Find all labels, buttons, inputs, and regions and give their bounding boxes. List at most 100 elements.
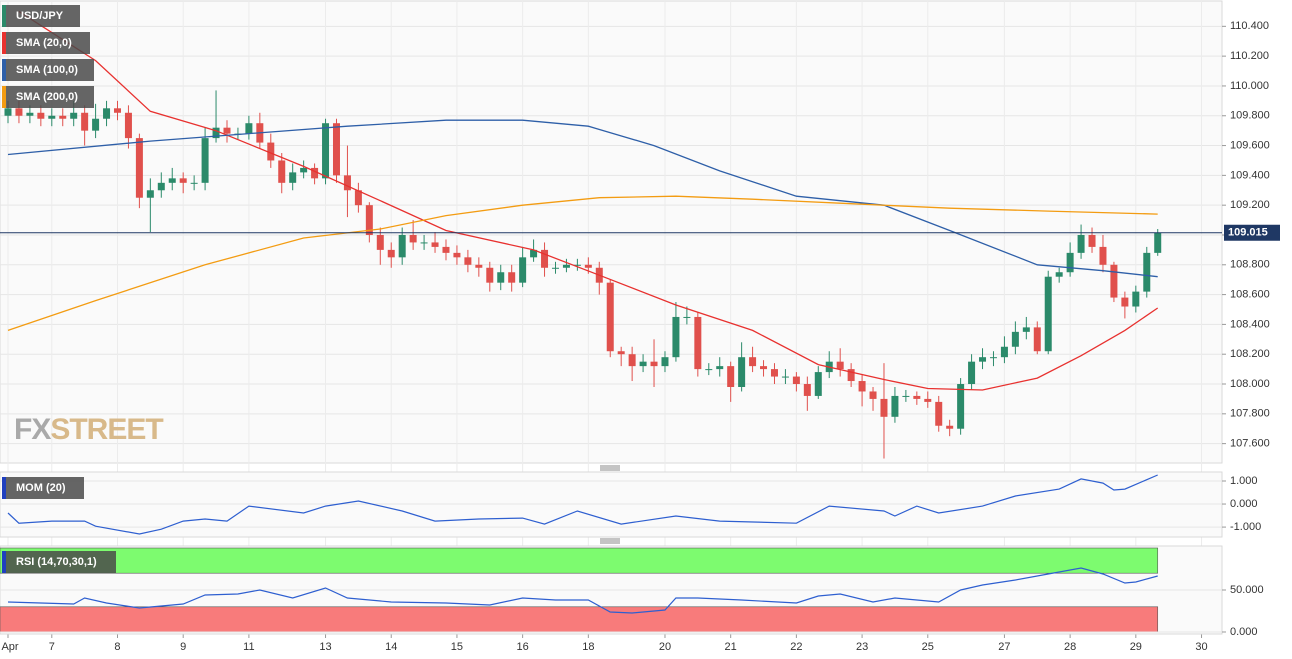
plot-area — [0, 0, 1223, 464]
y-tick-label: 108.000 — [1230, 378, 1270, 390]
candle-body — [37, 112, 45, 119]
candle-body — [968, 361, 976, 385]
candle-body — [92, 118, 100, 131]
candle-body — [223, 127, 231, 134]
candle-body — [541, 249, 549, 268]
candle-body — [113, 108, 121, 113]
candle-body — [847, 369, 855, 382]
candle-body — [201, 138, 209, 183]
candle-body — [81, 112, 89, 131]
candle-body — [1011, 331, 1019, 347]
candle-body — [420, 242, 428, 244]
candle-body — [453, 252, 461, 258]
candle-body — [157, 182, 165, 191]
candle-body — [48, 115, 56, 119]
candle-body — [770, 369, 778, 377]
candle-body — [1044, 276, 1052, 352]
candle-body — [924, 398, 932, 402]
candle-body — [617, 351, 625, 355]
candle-body — [1055, 272, 1063, 277]
zone-band — [0, 547, 1159, 574]
candle-body — [267, 142, 275, 161]
legend-swatch — [2, 86, 6, 108]
candle-body — [836, 361, 844, 370]
indicator-line — [7, 567, 1158, 614]
y-tick-label: 0.000 — [1230, 626, 1258, 638]
candle-body — [1143, 252, 1151, 292]
candle-body — [332, 123, 340, 176]
x-tick-label: 27 — [998, 641, 1010, 653]
legend-box — [2, 477, 84, 499]
legend-swatch — [2, 551, 6, 573]
candle-body — [475, 264, 483, 268]
legend-swatch — [2, 59, 6, 81]
y-tick-label: 108.400 — [1230, 318, 1270, 330]
x-tick-label: 29 — [1130, 641, 1142, 653]
x-tick-label: 13 — [319, 641, 331, 653]
y-tick-label: 50.000 — [1230, 584, 1264, 596]
sma-line — [7, 119, 1158, 278]
x-tick-label: 23 — [856, 641, 868, 653]
candle-body — [1154, 232, 1162, 253]
candle-body — [398, 234, 406, 258]
x-tick-label: 14 — [385, 641, 397, 653]
candle-body — [672, 316, 680, 358]
candle-body — [803, 384, 811, 396]
candle-body — [300, 167, 308, 173]
candle-body — [1132, 291, 1140, 307]
x-tick-label: 22 — [790, 641, 802, 653]
y-tick-label: 107.800 — [1230, 408, 1270, 420]
candle-body — [749, 357, 757, 367]
candle-body — [343, 175, 351, 191]
x-tick-label: 15 — [451, 641, 463, 653]
candle-body — [781, 376, 789, 378]
candle-body — [26, 112, 34, 116]
candle-body — [103, 108, 111, 119]
sma-line — [18, 10, 1159, 391]
candle-body — [486, 267, 494, 283]
indicator-line — [7, 474, 1158, 535]
y-tick-label: 109.400 — [1230, 169, 1270, 181]
candle-body — [979, 357, 987, 362]
candle-body — [694, 316, 702, 370]
candle-body — [311, 167, 319, 179]
candle-body — [858, 381, 866, 392]
y-tick-label: 110.000 — [1230, 80, 1269, 92]
candle-body — [760, 366, 768, 370]
y-tick-label: 109.800 — [1230, 110, 1270, 122]
candle-body — [628, 354, 636, 367]
last-price-label: 109.015 — [1228, 227, 1268, 239]
candle-body — [519, 257, 527, 283]
candle-body — [508, 272, 516, 283]
legend-swatch — [2, 5, 6, 27]
candle-body — [957, 384, 965, 429]
candle-body — [727, 366, 735, 387]
watermark: FXSTREET — [14, 413, 163, 446]
candle-body — [146, 190, 154, 198]
candle-body — [1077, 234, 1085, 253]
candle-body — [1022, 327, 1030, 332]
y-tick-label: 109.200 — [1230, 199, 1270, 211]
pane-separator — [600, 465, 620, 544]
legend-label: RSI (14,70,30,1) — [16, 556, 97, 568]
x-tick-label: 28 — [1064, 641, 1076, 653]
candle-body — [135, 138, 143, 198]
candle-body — [814, 372, 822, 396]
y-tick-label: 108.600 — [1230, 288, 1270, 300]
candle-body — [562, 264, 570, 268]
candle-body — [497, 272, 505, 283]
y-tick-label: 0.000 — [1230, 498, 1258, 510]
candle-body — [530, 249, 538, 258]
sma-line — [7, 195, 1158, 332]
legend-label: SMA (200,0) — [16, 91, 78, 103]
candle-body — [245, 123, 253, 134]
candle-body — [365, 205, 373, 235]
x-tick-label: 16 — [517, 641, 529, 653]
legend-label: SMA (100,0) — [16, 64, 78, 76]
candle-body — [442, 246, 450, 253]
candle-body — [59, 115, 67, 119]
candle-body — [354, 190, 362, 206]
candle-body — [1066, 252, 1074, 273]
y-tick-label: 110.200 — [1230, 50, 1269, 62]
legend-swatch — [2, 32, 6, 54]
